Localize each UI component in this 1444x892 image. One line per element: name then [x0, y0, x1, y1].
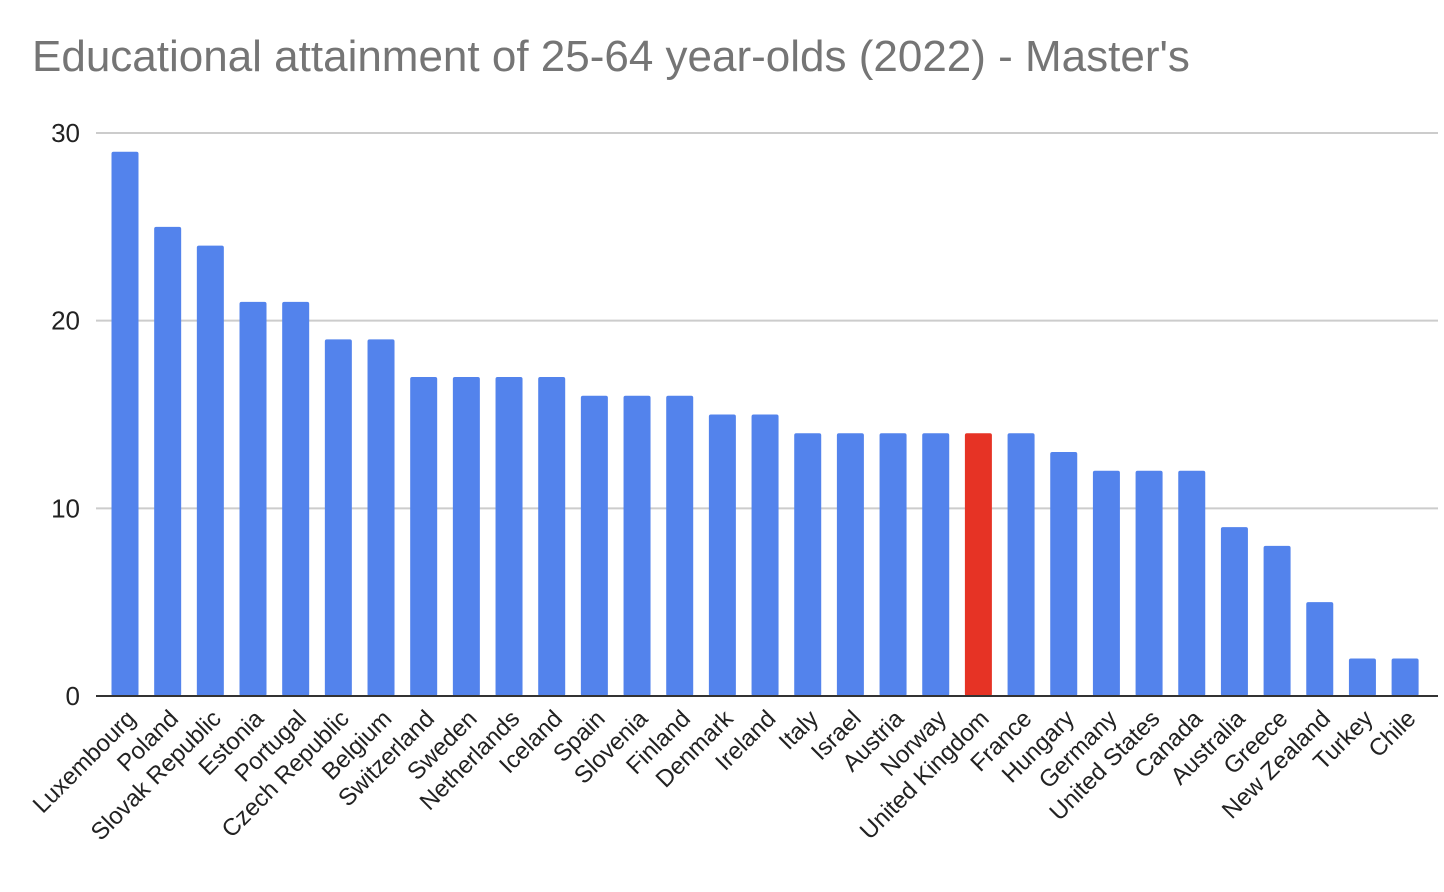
- bar-hungary: [1050, 452, 1078, 696]
- bar-canada: [1178, 470, 1206, 696]
- x-tick-label: Chile: [1364, 705, 1422, 763]
- bar-spain: [580, 395, 608, 696]
- bar-ireland: [751, 414, 779, 696]
- bar-norway: [922, 433, 950, 696]
- y-tick-label: 30: [51, 118, 80, 148]
- bar-poland: [154, 226, 182, 697]
- y-tick-label: 20: [51, 306, 80, 336]
- bar-germany: [1092, 470, 1120, 696]
- bar-chile: [1391, 658, 1419, 696]
- bar-iceland: [538, 376, 566, 696]
- bar-france: [1007, 433, 1035, 696]
- bar-belgium: [367, 339, 395, 696]
- bar-united-states: [1135, 470, 1163, 696]
- bar-portugal: [282, 301, 310, 696]
- bar-estonia: [239, 301, 267, 696]
- bar-denmark: [708, 414, 736, 696]
- chart-title: Educational attainment of 25-64 year-old…: [32, 32, 1190, 81]
- bar-greece: [1263, 545, 1291, 696]
- bar-new-zealand: [1306, 602, 1334, 696]
- y-tick-label: 0: [66, 681, 80, 711]
- bar-australia: [1220, 527, 1248, 696]
- bar-united-kingdom: [964, 433, 992, 696]
- bar-luxembourg: [111, 151, 139, 696]
- bar-turkey: [1348, 658, 1376, 696]
- bar-israel: [836, 433, 864, 696]
- bar-sweden: [452, 376, 480, 696]
- bar-netherlands: [495, 376, 523, 696]
- bar-switzerland: [410, 376, 438, 696]
- y-tick-label: 10: [51, 493, 80, 523]
- bar-slovak-republic: [196, 245, 224, 696]
- bar-italy: [794, 433, 822, 696]
- bar-austria: [879, 433, 907, 696]
- bar-slovenia: [623, 395, 651, 696]
- bar-czech-republic: [324, 339, 352, 696]
- bar-finland: [666, 395, 694, 696]
